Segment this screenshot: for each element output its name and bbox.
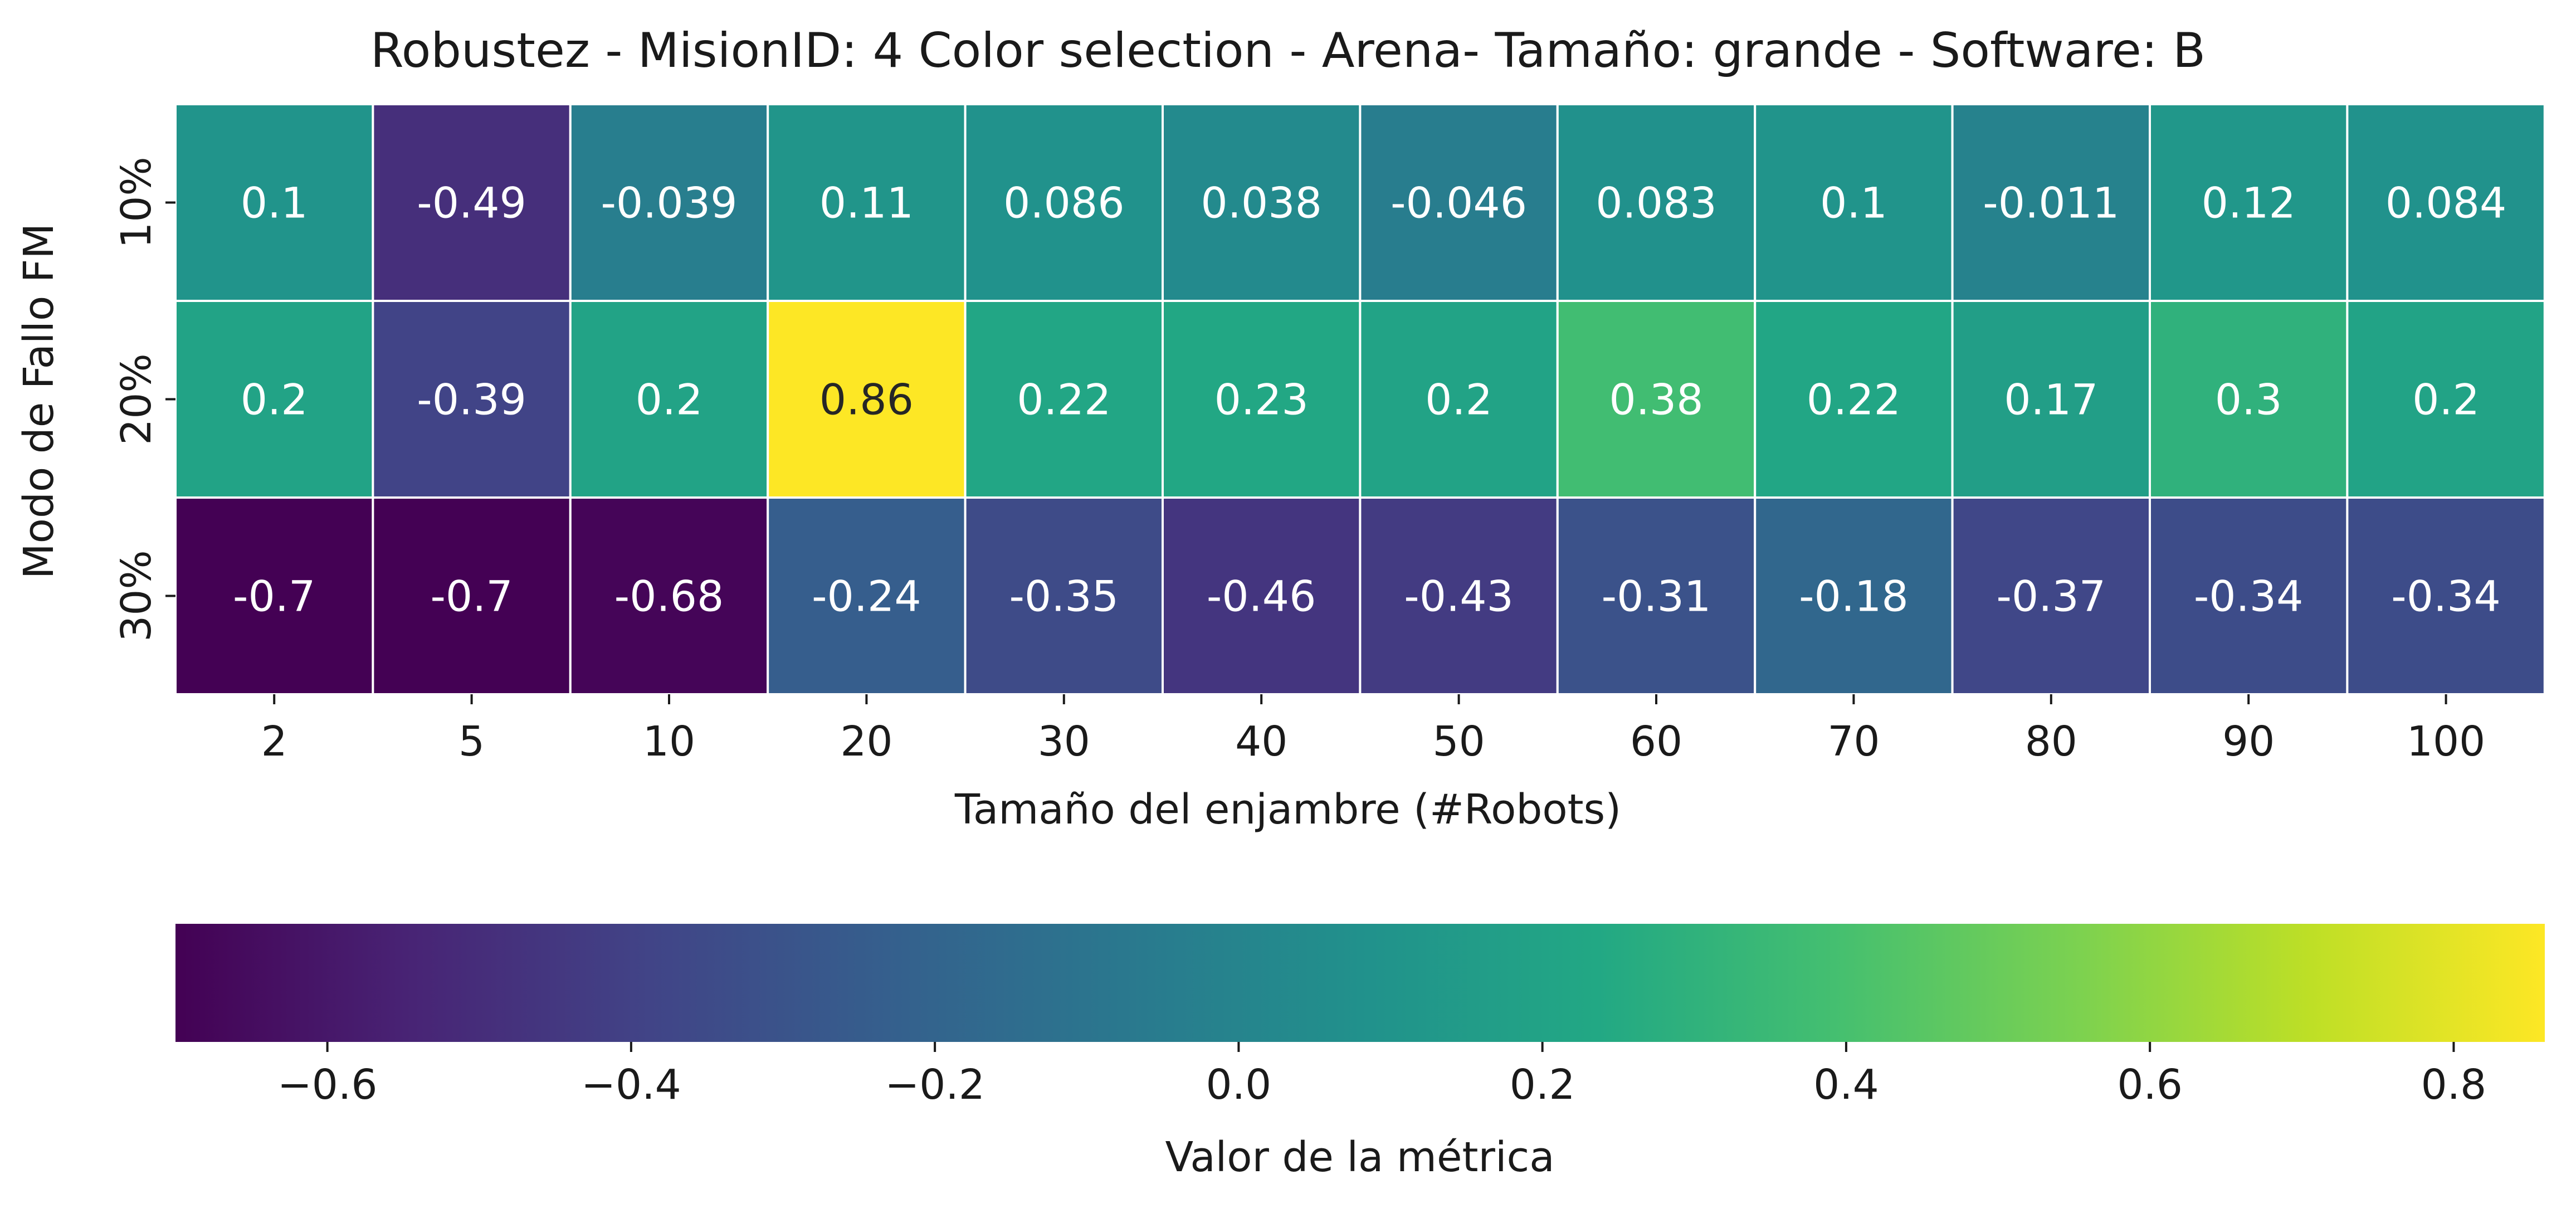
cell-label: -0.7 [233,572,315,621]
heatmap-cell [964,300,1164,499]
chart-title: Robustez - MisionID: 4 Color selection -… [370,23,2206,79]
colorbar-tick-label: −0.2 [885,1061,985,1109]
heatmap-cells [174,103,2546,695]
x-tick-label: 40 [1235,718,1287,766]
cell-label: 0.1 [241,178,308,228]
cell-label: -0.49 [417,178,526,228]
heatmap-cell [174,103,374,302]
colorbar-tick-label: 0.6 [2117,1061,2183,1109]
cell-label: 0.2 [241,375,308,425]
x-tick-label: 100 [2407,718,2485,766]
heatmap-cell [2149,496,2349,695]
cell-label: 0.23 [1214,375,1309,425]
cell-label: 0.86 [819,375,914,425]
cell-label: 0.22 [1807,375,1901,425]
x-tick-label: 30 [1038,718,1090,766]
heatmap-cell [767,496,967,695]
heatmap-cell [964,103,1164,302]
heatmap-cell [964,496,1164,695]
cell-label: -0.31 [1602,572,1711,621]
heatmap-cell [569,103,769,302]
cell-label: -0.46 [1207,572,1316,621]
heatmap-cell [1556,103,1757,302]
x-tick-label: 70 [1827,718,1880,766]
cell-label: -0.7 [430,572,513,621]
cell-label: -0.34 [2194,572,2304,621]
cell-label: 0.2 [1425,375,1492,425]
heatmap-cell [1951,300,2151,499]
heatmap-cell [1162,300,1362,499]
heatmap-cell [2346,103,2546,302]
x-tick-label: 90 [2222,718,2275,766]
heatmap-cell [174,496,374,695]
colorbar-tick-label: 0.2 [1510,1061,1575,1109]
cell-label: 0.12 [2202,178,2296,228]
colorbar-label: Valor de la métrica [1165,1133,1554,1181]
cell-label: 0.38 [1609,375,1703,425]
y-axis: 10% 20% 30% [113,157,175,642]
cell-label: -0.24 [812,572,921,621]
x-axis-label: Tamaño del enjambre (#Robots) [954,786,1621,834]
cell-label: -0.39 [417,375,526,425]
cell-label: -0.43 [1404,572,1514,621]
heatmap-cell [174,300,374,499]
colorbar-tick-label: 0.0 [1206,1061,1272,1109]
cell-label: 0.083 [1596,178,1717,228]
heatmap-cell [2346,496,2546,695]
colorbar-tick-label: 0.8 [2421,1061,2487,1109]
cell-label: 0.2 [2412,375,2480,425]
x-tick-label: 50 [1433,718,1485,766]
heatmap-cell [1359,496,1559,695]
cell-label: 0.22 [1017,375,1111,425]
x-axis: 2 5 10 20 30 40 50 60 70 80 90 100 [261,694,2485,766]
y-axis-label: Modo de Fallo FM [15,223,63,579]
heatmap-cell [569,300,769,499]
cell-label: -0.011 [1983,178,2119,228]
x-tick-label: 60 [1630,718,1682,766]
cell-label: -0.37 [1996,572,2106,621]
heatmap-cell [569,496,769,695]
cell-label: 0.084 [2385,178,2507,228]
colorbar [175,924,2545,1042]
cell-label: -0.35 [1009,572,1119,621]
y-tick-label: 20% [113,353,160,445]
x-tick-label: 20 [840,718,892,766]
heatmap-cell [767,103,967,302]
colorbar-tick-label: 0.4 [1813,1061,1879,1109]
y-tick-label: 30% [113,550,160,641]
heatmap-cell [372,300,572,499]
heatmap-cell [372,103,572,302]
cell-label: -0.34 [2391,572,2501,621]
cell-label: -0.039 [601,178,738,228]
cell-label: -0.046 [1391,178,1527,228]
heatmap-cell [1556,300,1757,499]
heatmap-cell [2346,300,2546,499]
cell-label: 0.038 [1201,178,1322,228]
colorbar-tick-label: −0.4 [581,1061,681,1109]
colorbar-tick-label: −0.6 [277,1061,378,1109]
cell-label: 0.086 [1003,178,1125,228]
y-tick-label: 10% [113,157,160,248]
cell-label: 0.2 [636,375,703,425]
heatmap-cell [1951,103,2151,302]
heatmap-cell [1754,300,1954,499]
cell-label: 0.17 [2004,375,2098,425]
heatmap-cell [2149,300,2349,499]
cell-label: 0.1 [1820,178,1887,228]
heatmap-cell [1162,103,1362,302]
cell-label: 0.11 [819,178,914,228]
heatmap-cell [767,300,967,499]
cell-label: -0.18 [1799,572,1909,621]
x-tick-label: 2 [261,718,287,766]
colorbar-ticks: −0.6 −0.4 −0.2 0.0 0.2 0.4 0.6 0.8 [277,1042,2486,1109]
x-tick-label: 10 [643,718,695,766]
heatmap-cell [1359,300,1559,499]
x-tick-label: 80 [2025,718,2077,766]
cell-label: 0.3 [2215,375,2282,425]
x-tick-label: 5 [458,718,485,766]
cell-label: -0.68 [614,572,724,621]
heatmap-cell-labels: 0.1 -0.49 -0.039 0.11 0.086 0.038 -0.046 0.083 0… [233,178,2506,621]
